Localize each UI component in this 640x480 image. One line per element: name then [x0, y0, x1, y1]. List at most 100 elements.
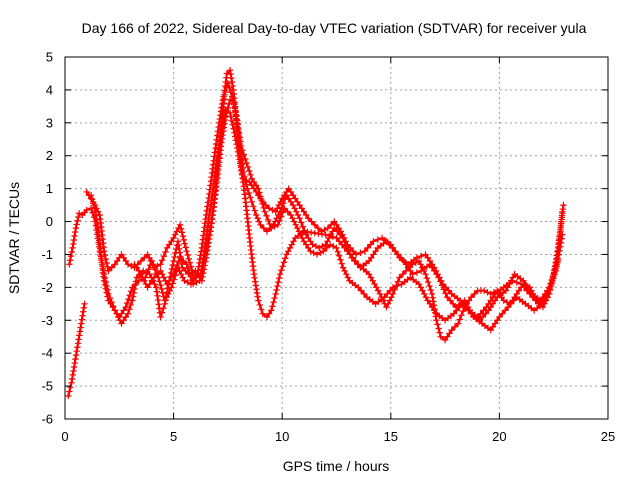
- data-point-marker: [247, 171, 254, 179]
- data-point-marker: [360, 290, 368, 298]
- data-point-marker: [221, 88, 229, 96]
- data-point-marker: [235, 125, 242, 133]
- data-point-marker: [297, 231, 304, 238]
- data-point-marker: [489, 300, 497, 308]
- data-point-marker: [559, 231, 566, 238]
- data-point-marker: [507, 277, 515, 284]
- data-point-marker: [219, 100, 226, 108]
- data-point-marker: [124, 310, 132, 317]
- data-point-marker: [430, 298, 437, 305]
- data-point-marker: [70, 363, 78, 371]
- data-point-marker: [200, 255, 207, 262]
- data-point-marker: [294, 224, 301, 232]
- data-point-marker: [168, 238, 175, 245]
- data-point-marker: [261, 208, 269, 215]
- data-point-marker: [80, 308, 87, 315]
- y-tick-label: -3: [41, 313, 53, 328]
- data-point-marker: [479, 313, 486, 321]
- data-point-marker: [218, 129, 225, 136]
- data-point-marker: [560, 201, 567, 209]
- data-point-marker: [482, 310, 489, 317]
- data-point-marker: [263, 313, 271, 321]
- data-point-marker: [281, 205, 288, 212]
- y-tick-label: 1: [46, 181, 53, 196]
- data-point-marker: [101, 251, 109, 259]
- data-point-marker: [259, 310, 266, 317]
- data-point-marker: [160, 252, 168, 260]
- data-point-marker: [135, 277, 143, 284]
- data-point-marker: [548, 276, 556, 284]
- data-point-marker: [462, 303, 469, 311]
- data-point-marker: [70, 240, 77, 248]
- data-point-marker: [70, 236, 78, 244]
- data-point-marker: [289, 192, 297, 199]
- data-point-marker: [160, 274, 168, 281]
- data-point-marker: [104, 263, 111, 271]
- data-point-marker: [349, 247, 357, 255]
- x-tick-label: 5: [170, 429, 177, 444]
- data-point-marker: [129, 293, 137, 300]
- data-point-marker: [494, 317, 501, 324]
- data-point-marker: [240, 151, 248, 158]
- data-point-marker: [428, 303, 436, 311]
- data-point-marker: [159, 289, 166, 297]
- data-point-marker: [179, 232, 187, 240]
- data-point-marker: [339, 264, 347, 271]
- data-point-marker: [205, 194, 212, 202]
- data-point-marker: [294, 211, 302, 219]
- data-point-marker: [258, 306, 265, 313]
- data-point-marker: [218, 125, 226, 133]
- data-point-marker: [407, 267, 414, 275]
- data-point-marker: [252, 282, 260, 289]
- data-point-marker: [504, 303, 512, 311]
- data-point-marker: [234, 121, 242, 128]
- data-point-marker: [129, 284, 136, 291]
- data-point-marker: [73, 221, 80, 228]
- data-point-marker: [285, 247, 292, 255]
- data-point-marker: [214, 132, 221, 139]
- data-point-marker: [244, 185, 251, 192]
- data-point-marker: [354, 261, 361, 268]
- data-point-marker: [428, 261, 436, 268]
- data-point-marker: [333, 234, 340, 242]
- data-point-marker: [553, 261, 561, 268]
- data-point-marker: [487, 326, 494, 334]
- data-point-marker: [143, 270, 151, 277]
- data-point-marker: [557, 239, 565, 246]
- series-layer: [65, 66, 567, 400]
- x-tick-label: 20: [492, 429, 506, 444]
- data-point-marker: [169, 261, 176, 269]
- y-tick-label: -6: [41, 412, 53, 427]
- data-point-marker: [289, 215, 296, 222]
- data-point-marker: [526, 287, 534, 294]
- data-point-marker: [506, 280, 513, 288]
- data-point-marker: [307, 247, 314, 255]
- data-point-marker: [310, 249, 317, 257]
- data-point-marker: [243, 177, 250, 184]
- data-point-marker: [543, 287, 551, 294]
- data-point-marker: [290, 218, 298, 225]
- data-point-marker: [145, 254, 153, 261]
- data-point-marker: [330, 243, 337, 250]
- data-point-marker: [254, 215, 261, 222]
- data-point-marker: [429, 294, 436, 301]
- data-point-marker: [383, 303, 390, 311]
- data-point-marker: [172, 231, 179, 238]
- data-point-marker: [171, 253, 178, 261]
- data-point-marker: [168, 265, 176, 273]
- data-point-marker: [432, 267, 440, 275]
- data-point-marker: [242, 155, 249, 163]
- data-point-marker: [228, 78, 236, 86]
- data-point-marker: [81, 300, 88, 308]
- data-point-marker: [105, 297, 112, 304]
- data-point-marker: [175, 258, 182, 266]
- data-point-marker: [216, 119, 223, 127]
- data-point-marker: [546, 284, 553, 291]
- data-point-marker: [239, 147, 246, 154]
- data-point-marker: [301, 227, 308, 234]
- y-tick-label: 4: [46, 82, 53, 97]
- data-point-marker: [196, 259, 203, 267]
- data-point-marker: [137, 271, 145, 278]
- data-point-marker: [158, 285, 165, 293]
- data-point-marker: [184, 251, 191, 259]
